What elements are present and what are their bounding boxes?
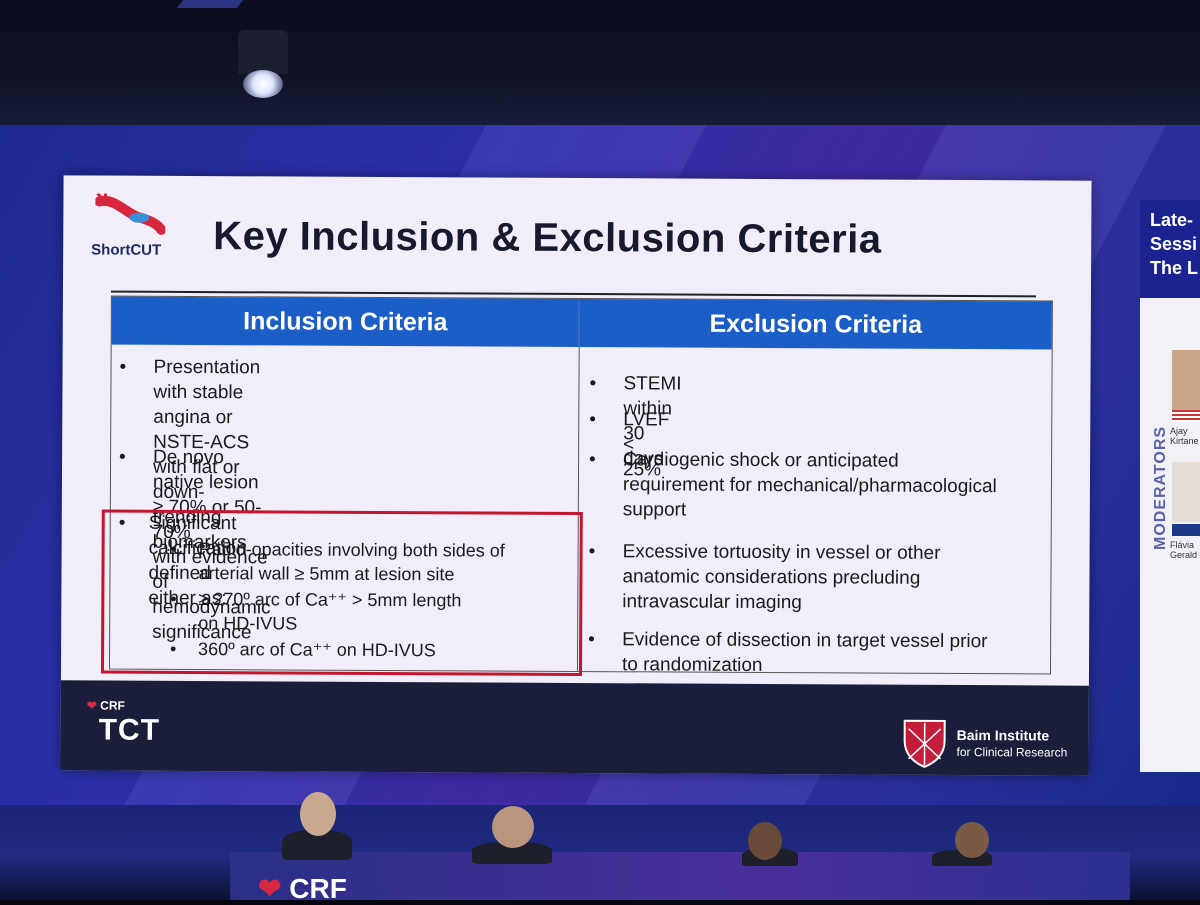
side-title-line: The L [1150, 258, 1198, 278]
tct-logo: TCT [98, 713, 161, 747]
exclusion-header: Exclusion Criteria [579, 299, 1052, 350]
ceiling-light-beam [176, 0, 244, 8]
slide-title: Key Inclusion & Exclusion Criteria [213, 214, 882, 262]
moderator-name: Gerald [1170, 550, 1198, 560]
crf-stage-logo: ❤ CRF [258, 873, 347, 904]
inclusion-header: Inclusion Criteria [111, 296, 579, 348]
panelist [472, 842, 552, 864]
bullet-icon: • [588, 629, 595, 651]
side-title-line: Late- [1150, 210, 1194, 230]
panelist-head [955, 822, 989, 858]
spotlight [243, 70, 283, 98]
moderators-label: MODERATORS [1152, 425, 1169, 550]
avatar [1172, 350, 1200, 410]
panelist-head [748, 822, 782, 860]
side-screen-header: Late- Sessi The L [1140, 200, 1200, 298]
moderator-name: Ajay [1170, 426, 1188, 436]
baim-name: Baim Institute [956, 726, 1050, 744]
shortcut-logo-text: ShortCUT [91, 241, 162, 259]
shortcut-logo: ShortCUT [87, 193, 177, 263]
heart-icon: ❤ [86, 698, 97, 713]
shield-icon [903, 719, 946, 768]
presentation-slide: ShortCUT Key Inclusion & Exclusion Crite… [60, 175, 1092, 776]
spotlight-housing [238, 30, 288, 74]
avatar [1172, 462, 1200, 522]
artery-icon [95, 193, 166, 235]
moderator-name: Flávia [1170, 540, 1195, 550]
baim-subtitle: for Clinical Research [956, 744, 1068, 760]
bullet-icon: • [119, 446, 126, 468]
bullet-icon: • [589, 449, 596, 471]
bullet-icon: • [589, 409, 597, 431]
stage-banner [230, 852, 1130, 900]
exclusion-column: Exclusion Criteria • STEMI within 30 day… [578, 299, 1052, 676]
ceiling [0, 0, 1200, 140]
panelist-head [492, 806, 534, 848]
heart-icon: ❤ [258, 873, 282, 904]
panelist-head [300, 792, 336, 836]
bullet-icon: • [588, 541, 596, 563]
bullet-icon: • [589, 373, 597, 395]
crf-logo: ❤ CRF [86, 698, 125, 713]
uk-flag-icon [1172, 524, 1200, 536]
us-flag-icon [1172, 410, 1200, 422]
slide-footer: ❤ CRF TCT Baim Institute for Clinical Re… [60, 680, 1089, 776]
side-screen: Late- Sessi The L MODERATORS Ajay Kirtan… [1140, 200, 1200, 772]
calcification-highlight-box [100, 509, 583, 677]
side-title-line: Sessi [1150, 234, 1198, 254]
moderator-name: Kirtane [1170, 436, 1199, 446]
bullet-icon: • [119, 356, 127, 378]
